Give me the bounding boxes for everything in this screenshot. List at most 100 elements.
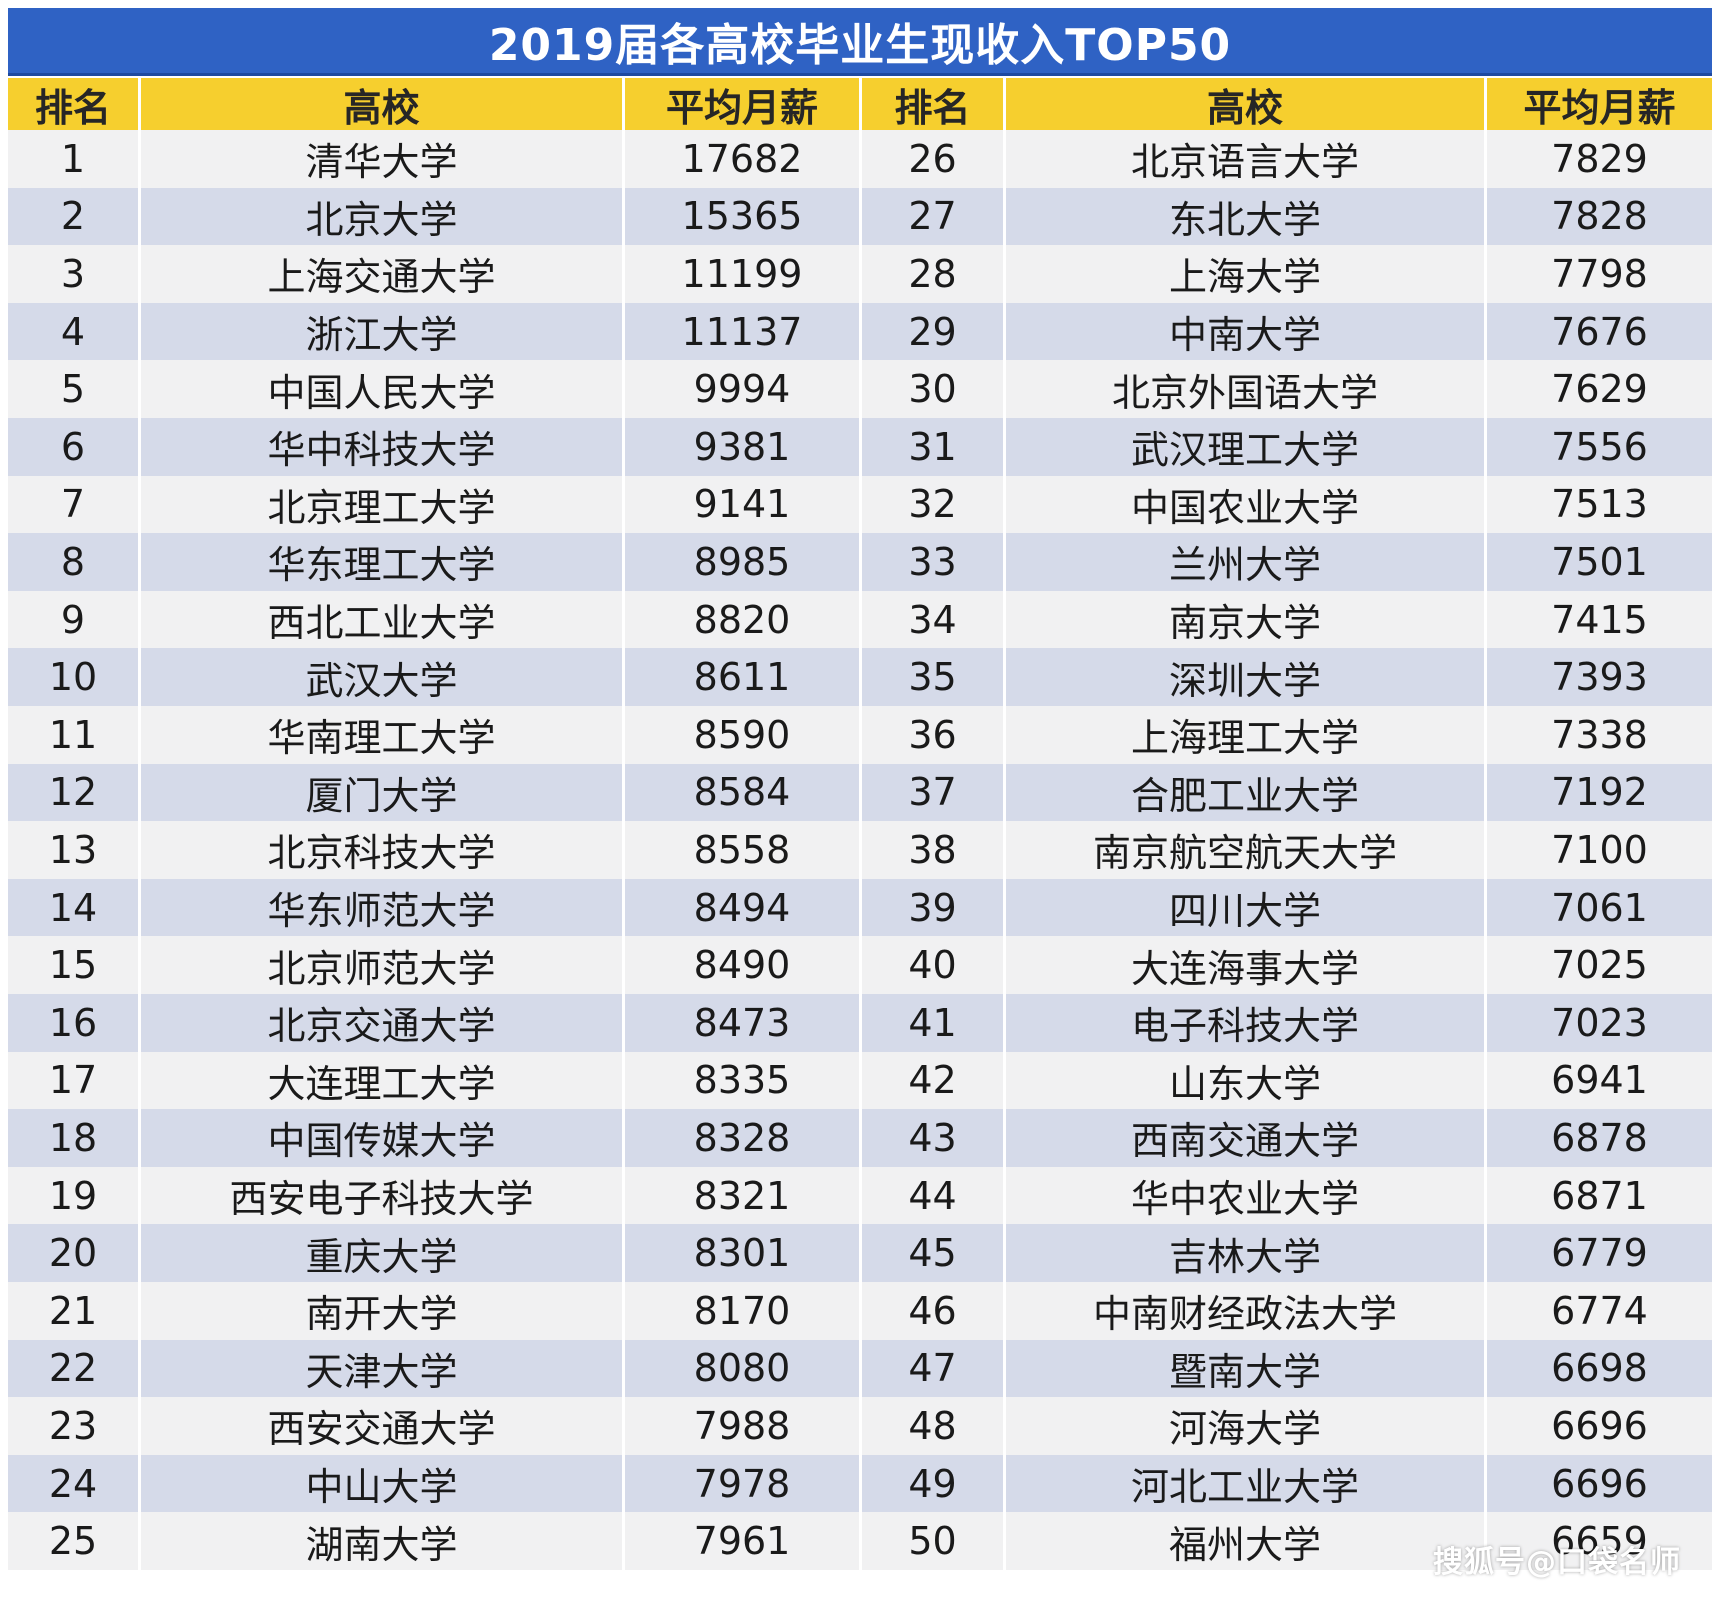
salary-cell: 8490 [625,936,862,994]
table-row: 12 厦门大学 8584 37 合肥工业大学 7192 [8,763,1712,822]
salary-cell-right: 7556 [1487,418,1712,476]
school-cell: 大连理工大学 [141,1051,625,1110]
rank-cell: 12 [8,763,141,822]
school-cell: 华中科技大学 [141,418,625,476]
school-cell-right: 中国农业大学 [1006,475,1487,534]
table-header-row: 排名 高校 平均月薪 排名 高校 平均月薪 [8,78,1712,130]
school-cell-right: 暨南大学 [1006,1339,1487,1398]
school-cell: 浙江大学 [141,302,625,361]
school-cell: 华南理工大学 [141,706,625,764]
school-cell-right: 中南财经政法大学 [1006,1282,1487,1340]
rank-cell-right: 33 [862,533,1006,591]
salary-cell: 8985 [625,533,862,591]
rank-cell-right: 45 [862,1224,1006,1282]
table-row: 11 华南理工大学 8590 36 上海理工大学 7338 [8,706,1712,764]
table-row: 22 天津大学 8080 47 暨南大学 6698 [8,1339,1712,1398]
rank-cell-right: 43 [862,1109,1006,1167]
salary-cell: 11199 [625,245,862,303]
salary-cell: 8611 [625,648,862,706]
table-row: 14 华东师范大学 8494 39 四川大学 7061 [8,878,1712,937]
table-row: 19 西安电子科技大学 8321 44 华中农业大学 6871 [8,1166,1712,1225]
salary-cell: 8301 [625,1224,862,1282]
rank-cell-right: 31 [862,418,1006,476]
school-cell-right: 深圳大学 [1006,648,1487,706]
school-cell: 清华大学 [141,130,625,188]
school-cell-right: 西南交通大学 [1006,1109,1487,1167]
salary-cell-right: 7061 [1487,878,1712,937]
school-cell-right: 河北工业大学 [1006,1454,1487,1513]
rank-cell-right: 37 [862,763,1006,822]
salary-cell: 8080 [625,1339,862,1398]
salary-cell: 8590 [625,706,862,764]
salary-cell-right: 7415 [1487,590,1712,649]
salary-cell-right: 6941 [1487,1051,1712,1110]
rank-cell-right: 26 [862,130,1006,188]
table-row: 4 浙江大学 11137 29 中南大学 7676 [8,302,1712,361]
salary-cell: 15365 [625,187,862,246]
salary-cell-right: 7025 [1487,936,1712,994]
rank-cell: 15 [8,936,141,994]
rank-cell: 8 [8,533,141,591]
school-cell: 上海交通大学 [141,245,625,303]
rank-cell: 18 [8,1109,141,1167]
salary-cell-right: 6774 [1487,1282,1712,1340]
school-cell-right: 上海大学 [1006,245,1487,303]
rank-cell: 19 [8,1166,141,1225]
school-cell: 华东理工大学 [141,533,625,591]
school-cell-right: 吉林大学 [1006,1224,1487,1282]
header-school-right: 高校 [1006,78,1487,130]
school-cell: 北京师范大学 [141,936,625,994]
watermark: 搜狐号@口袋名师 [1433,1545,1681,1580]
school-cell-right: 南京大学 [1006,590,1487,649]
school-cell-right: 大连海事大学 [1006,936,1487,994]
rank-cell-right: 27 [862,187,1006,246]
rank-cell-right: 29 [862,302,1006,361]
salary-cell: 8584 [625,763,862,822]
rank-cell-right: 40 [862,936,1006,994]
salary-cell-right: 7676 [1487,302,1712,361]
salary-cell: 9381 [625,418,862,476]
salary-cell: 8328 [625,1109,862,1167]
salary-table: 排名 高校 平均月薪 排名 高校 平均月薪 1 清华大学 17682 26 北京语言大学… [8,78,1712,1588]
school-cell: 南开大学 [141,1282,625,1340]
school-cell: 中山大学 [141,1454,625,1513]
salary-cell-right: 7798 [1487,245,1712,303]
school-cell-right: 河海大学 [1006,1397,1487,1455]
table-row: 21 南开大学 8170 46 中南财经政法大学 6774 [8,1282,1712,1340]
school-cell-right: 合肥工业大学 [1006,763,1487,822]
salary-cell: 8494 [625,878,862,937]
school-cell: 厦门大学 [141,763,625,822]
rank-cell: 25 [8,1512,141,1570]
school-cell: 重庆大学 [141,1224,625,1282]
salary-cell-right: 7393 [1487,648,1712,706]
table-row: 1 清华大学 17682 26 北京语言大学 7829 [8,130,1712,188]
table-row: 15 北京师范大学 8490 40 大连海事大学 7025 [8,936,1712,994]
school-cell: 湖南大学 [141,1512,625,1570]
rank-cell-right: 46 [862,1282,1006,1340]
rank-cell: 21 [8,1282,141,1340]
salary-cell: 9994 [625,360,862,418]
table-row: 13 北京科技大学 8558 38 南京航空航天大学 7100 [8,821,1712,879]
rank-cell: 11 [8,706,141,764]
rank-cell-right: 36 [862,706,1006,764]
table-row: 10 武汉大学 8611 35 深圳大学 7393 [8,648,1712,706]
rank-cell: 24 [8,1454,141,1513]
school-cell: 武汉大学 [141,648,625,706]
rank-cell: 5 [8,360,141,418]
rank-cell: 23 [8,1397,141,1455]
rank-cell: 17 [8,1051,141,1110]
salary-cell: 8558 [625,821,862,879]
table-row: 24 中山大学 7978 49 河北工业大学 6696 [8,1454,1712,1513]
salary-cell: 11137 [625,302,862,361]
salary-cell-right: 7629 [1487,360,1712,418]
school-cell-right: 华中农业大学 [1006,1166,1487,1225]
salary-cell-right: 7513 [1487,475,1712,534]
table-title: 2019届各高校毕业生现收入TOP50 [488,19,1232,71]
school-cell-right: 四川大学 [1006,878,1487,937]
school-cell: 西北工业大学 [141,590,625,649]
rank-cell: 6 [8,418,141,476]
rank-cell-right: 32 [862,475,1006,534]
rank-cell: 16 [8,994,141,1052]
school-cell: 西安电子科技大学 [141,1166,625,1225]
salary-cell: 8473 [625,994,862,1052]
